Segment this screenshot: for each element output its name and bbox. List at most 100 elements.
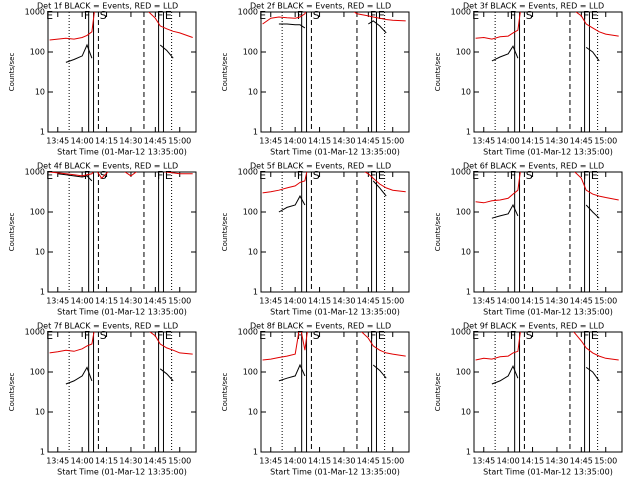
y-tick-label: 10	[248, 248, 258, 257]
annotation: S	[100, 329, 107, 342]
panel: Det 2f BLACK = Events, RED = LLD Start Ti…	[221, 2, 410, 157]
chart-title: Det 3f BLACK = Events, RED = LLD	[463, 2, 604, 11]
x-tick-label: 14:15	[521, 137, 544, 146]
x-axis-label: Start Time (01-Mar-12 13:35:00)	[483, 468, 613, 477]
chart-title: Det 6f BLACK = Events, RED = LLD	[463, 162, 604, 171]
x-tick-label: 14:30	[545, 457, 568, 466]
annotation: E	[378, 9, 385, 22]
annotation: E	[472, 329, 479, 342]
annotation: F	[370, 329, 376, 342]
annotation: S	[100, 169, 107, 182]
y-tick-label: 1	[253, 288, 258, 297]
plot-frame	[473, 11, 623, 133]
series-line	[262, 12, 406, 25]
annotation: F	[583, 9, 589, 22]
annotation: S	[526, 329, 533, 342]
x-tick-label: 13:45	[46, 457, 69, 466]
y-axis-label: Counts/sec	[221, 213, 229, 252]
x-tick-label: 15:00	[168, 297, 191, 306]
annotation: E	[591, 169, 598, 182]
x-axis-label: Start Time (01-Mar-12 13:35:00)	[483, 308, 613, 317]
annotation: S	[100, 9, 107, 22]
series-line	[475, 332, 619, 361]
y-tick-label: 10	[35, 248, 45, 257]
x-axis-label: Start Time (01-Mar-12 13:35:00)	[270, 468, 400, 477]
x-tick-label: 15:00	[594, 137, 617, 146]
y-tick-label: 100	[243, 48, 258, 57]
y-axis-label: Counts/sec	[221, 373, 229, 412]
x-tick-label: 15:00	[594, 297, 617, 306]
annotation: E	[46, 329, 53, 342]
y-tick-label: 1	[466, 288, 471, 297]
x-axis-label: Start Time (01-Mar-12 13:35:00)	[270, 148, 400, 157]
plot-frame	[47, 331, 197, 453]
series-line	[475, 172, 619, 204]
annotation: E	[259, 169, 266, 182]
x-tick-label: 14:15	[308, 297, 331, 306]
annotation: E	[259, 329, 266, 342]
x-tick-label: 14:30	[545, 137, 568, 146]
y-axis-label: Counts/sec	[434, 213, 442, 252]
annotation: E	[472, 169, 479, 182]
annotation: F	[510, 169, 516, 182]
annotation: E	[591, 9, 598, 22]
y-tick-label: 1	[40, 128, 45, 137]
plot-frame	[473, 331, 623, 453]
x-tick-label: 14:45	[357, 297, 380, 306]
annotation: E	[165, 169, 172, 182]
annotation: F	[297, 169, 303, 182]
x-tick-label: 14:00	[497, 137, 520, 146]
x-tick-label: 13:45	[259, 457, 282, 466]
annotation: E	[165, 329, 172, 342]
annotation: E	[46, 9, 53, 22]
x-tick-label: 14:15	[308, 137, 331, 146]
y-tick-label: 1000	[238, 168, 258, 177]
x-tick-label: 14:30	[332, 457, 355, 466]
series-line	[262, 172, 406, 194]
plot-frame	[473, 171, 623, 293]
x-tick-label: 14:45	[144, 457, 167, 466]
series-line	[491, 203, 600, 219]
series-line	[278, 180, 387, 213]
panel: Det 8f BLACK = Events, RED = LLD Start Ti…	[221, 322, 410, 477]
x-tick-label: 14:30	[545, 297, 568, 306]
y-tick-label: 1000	[25, 328, 45, 337]
annotation: F	[510, 9, 516, 22]
y-tick-label: 1000	[451, 328, 471, 337]
chart-title: Det 2f BLACK = Events, RED = LLD	[250, 2, 391, 11]
y-tick-label: 100	[243, 368, 258, 377]
x-tick-label: 14:00	[497, 297, 520, 306]
chart-title: Det 5f BLACK = Events, RED = LLD	[250, 162, 391, 171]
x-tick-label: 14:45	[144, 297, 167, 306]
y-tick-label: 10	[248, 408, 258, 417]
x-tick-label: 13:45	[472, 137, 495, 146]
plot-frame	[260, 11, 410, 133]
annotation: F	[157, 329, 163, 342]
y-tick-label: 100	[243, 208, 258, 217]
x-tick-label: 14:00	[284, 137, 307, 146]
y-tick-label: 100	[456, 48, 471, 57]
x-axis-label: Start Time (01-Mar-12 13:35:00)	[57, 148, 187, 157]
y-tick-label: 100	[456, 208, 471, 217]
y-tick-label: 1	[40, 448, 45, 457]
x-tick-label: 14:15	[95, 457, 118, 466]
x-tick-label: 15:00	[381, 137, 404, 146]
x-tick-label: 15:00	[168, 137, 191, 146]
plot-frame	[260, 171, 410, 293]
series-line	[49, 172, 193, 179]
x-tick-label: 14:15	[521, 457, 544, 466]
x-tick-label: 14:30	[119, 457, 142, 466]
y-tick-label: 100	[456, 368, 471, 377]
annotation: E	[165, 9, 172, 22]
y-tick-label: 1000	[238, 328, 258, 337]
panel: Det 1f BLACK = Events, RED = LLD Start Ti…	[8, 2, 197, 157]
y-tick-label: 10	[461, 408, 471, 417]
y-tick-label: 1	[253, 128, 258, 137]
x-tick-label: 14:45	[570, 137, 593, 146]
x-tick-label: 13:45	[46, 297, 69, 306]
annotation: F	[583, 329, 589, 342]
y-tick-label: 1	[466, 448, 471, 457]
panel: Det 7f BLACK = Events, RED = LLD Start Ti…	[8, 322, 197, 477]
